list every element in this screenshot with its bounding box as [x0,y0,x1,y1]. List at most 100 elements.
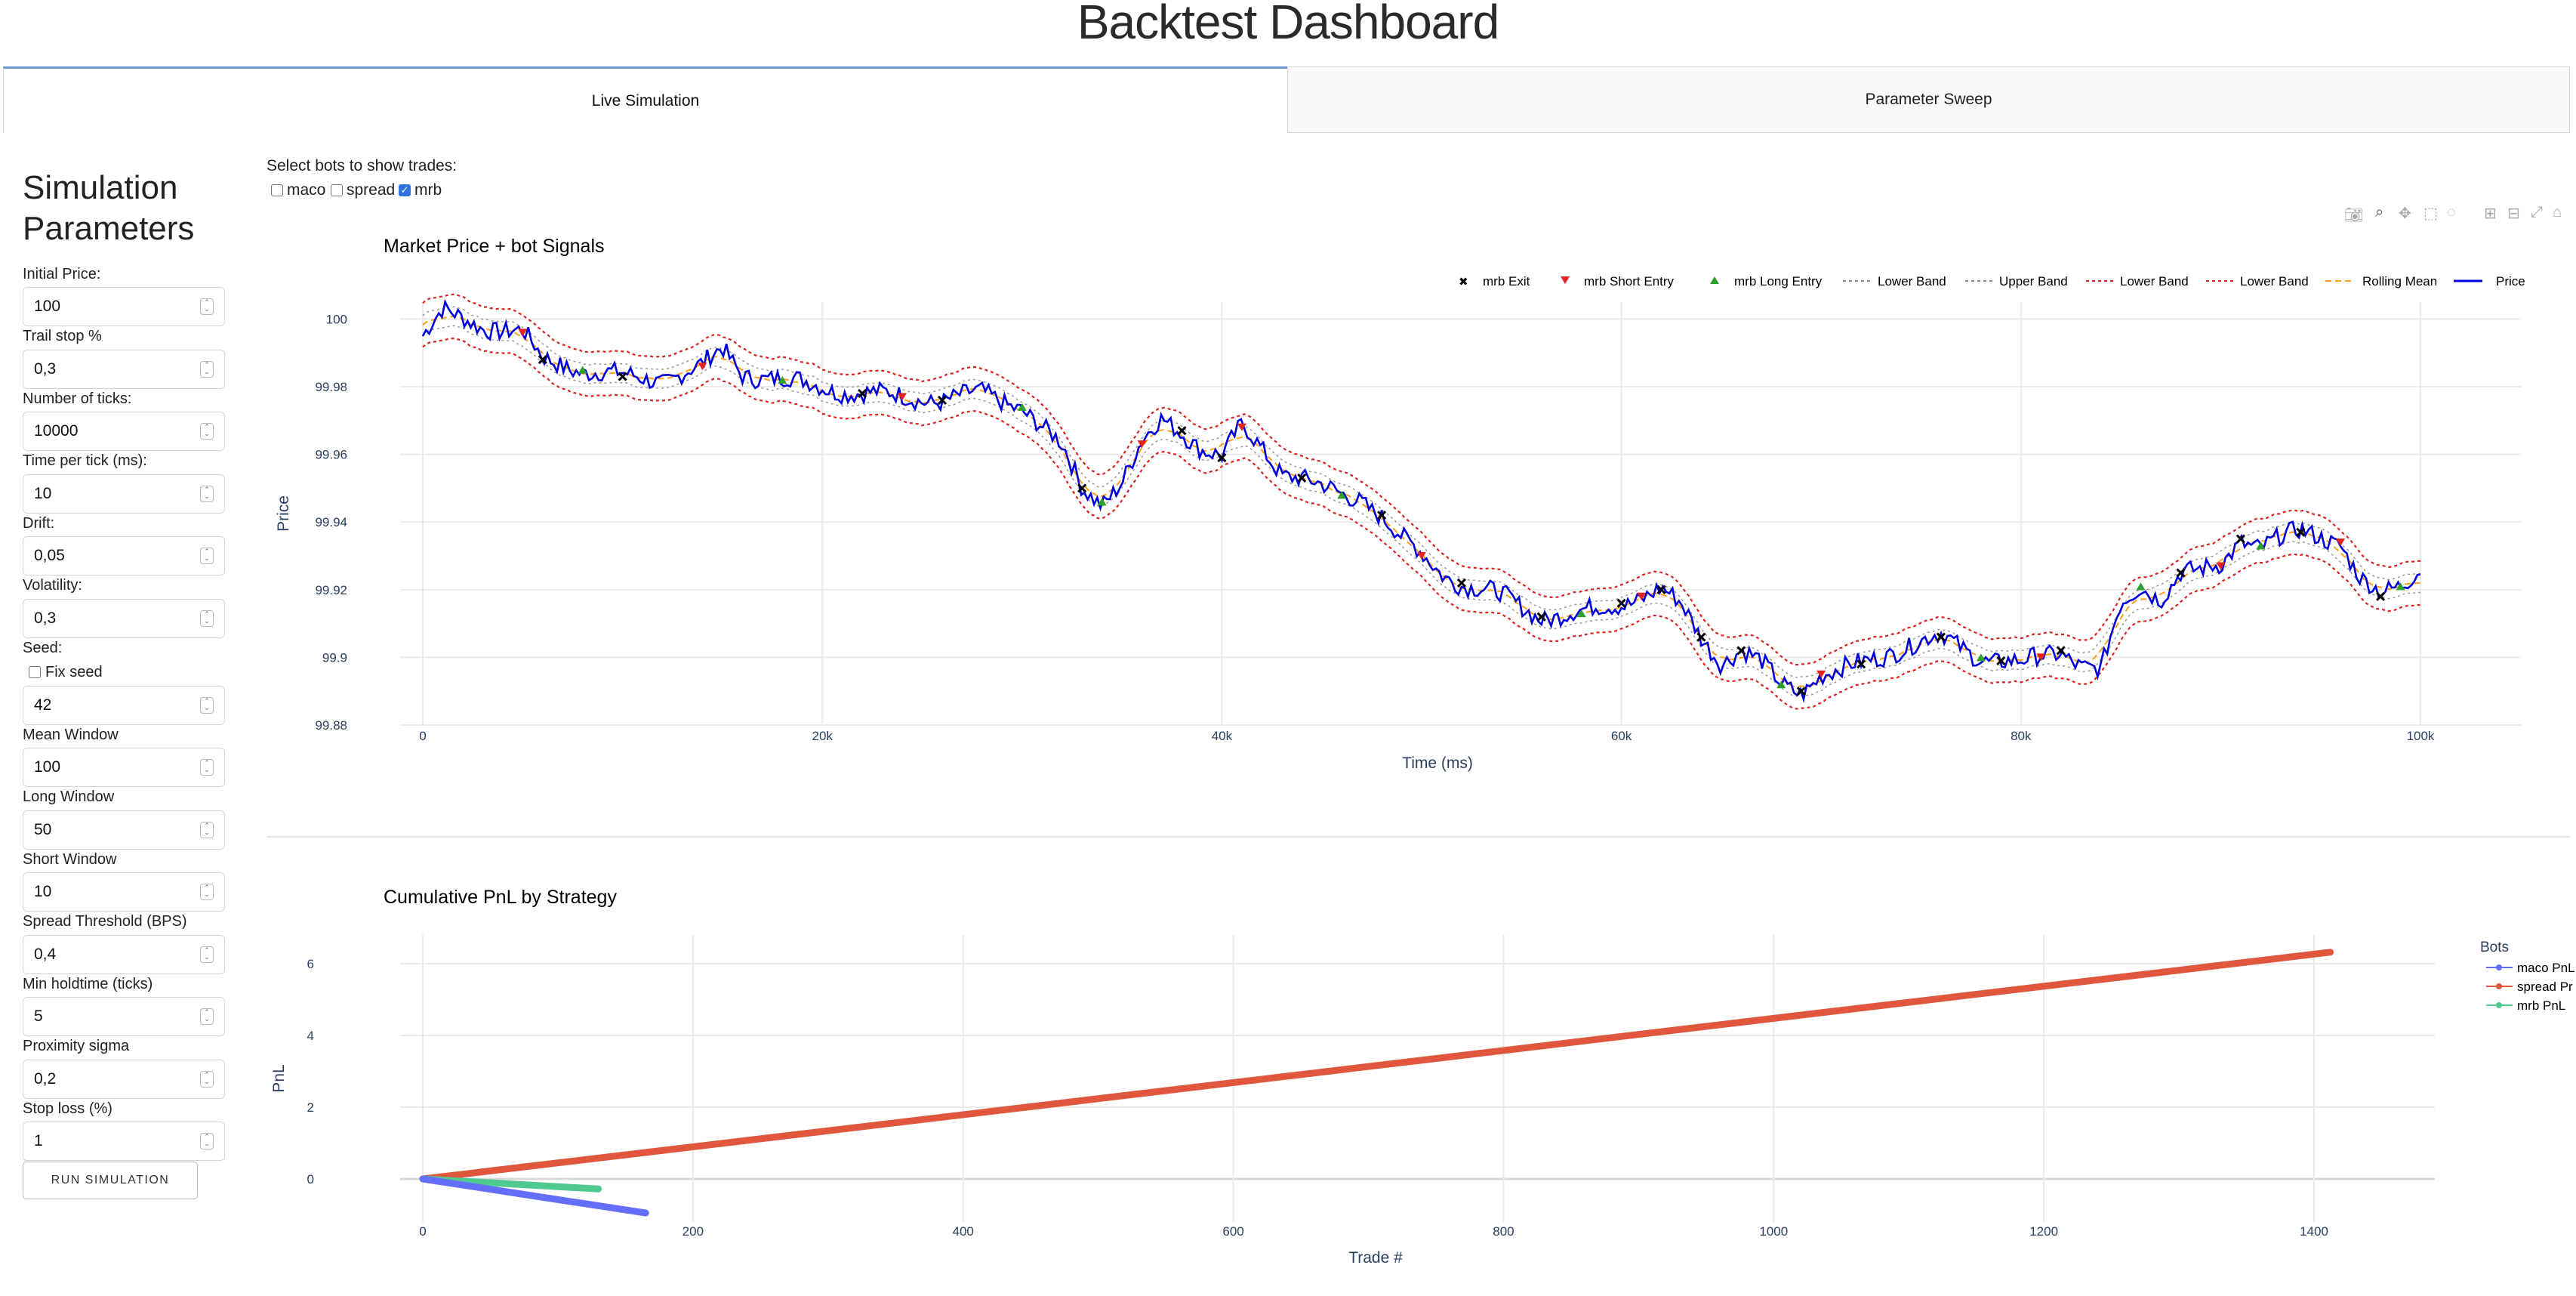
spinner-icon[interactable]: ⌃ ⌄ [200,759,214,776]
spinner-icon[interactable]: ⌃ ⌄ [200,946,214,963]
legend-spread-pnl[interactable]: spread Pr [2517,980,2573,994]
trail-stop-input[interactable] [34,350,200,388]
drift-field[interactable]: ⌃⌄ [23,536,225,575]
spinner-icon[interactable]: ⌃ ⌄ [200,548,214,564]
price-chart-ylabel: Price [275,495,292,532]
long-window-field[interactable]: ⌃⌄ [23,810,225,850]
proximity-sigma-field[interactable]: ⌃⌄ [23,1060,225,1099]
mean-window-input[interactable] [34,748,200,786]
spinner-icon[interactable]: ⌃ ⌄ [200,822,214,838]
tab-live-simulation[interactable]: Live Simulation [3,66,1287,133]
sidebar-title-line2: Parameters [23,210,195,247]
legend-mrb-exit[interactable]: mrb Exit [1483,274,1530,289]
legend-mrb-pnl[interactable]: mrb PnL [2517,998,2565,1013]
proximity-sigma-input[interactable] [34,1060,200,1098]
mrb-short-entry-marker [1637,592,1647,600]
price-y-tick-label: 99.96 [315,448,347,462]
mrb-short-entry-marker [518,329,528,337]
spread-checkbox[interactable] [331,184,343,196]
drift-input[interactable] [34,537,200,575]
maco-checkbox[interactable] [271,184,283,196]
pnl-y-tick-label: 4 [307,1029,314,1043]
stop-loss-input[interactable] [34,1122,200,1160]
seed-input[interactable] [34,687,200,724]
spinner-icon[interactable]: ⌃ ⌄ [200,610,214,627]
legend-mrb-long-entry[interactable]: mrb Long Entry [1734,274,1823,289]
pnl-chart-lines [419,949,2334,1217]
mrb-short-entry-marker [1137,440,1147,449]
spinner-icon[interactable]: ⌃ ⌄ [200,486,214,502]
min-holdtime-input[interactable] [34,998,200,1035]
lasso-icon[interactable]: ◌ [2447,204,2456,221]
spread-threshold-field[interactable]: ⌃⌄ [23,935,225,974]
run-simulation-button[interactable]: RUN SIMULATION [23,1162,198,1199]
stop-loss-field[interactable]: ⌃⌄ [23,1122,225,1161]
short-window-field[interactable]: ⌃⌄ [23,872,225,912]
price-y-tick-label: 100 [326,312,347,326]
number-of-ticks-field[interactable]: ⌃⌄ [23,412,225,451]
box-select-icon[interactable]: ⬚ [2423,205,2438,222]
legend-lower-band-3[interactable]: Lower Band [2240,274,2309,289]
mrb-exit-marker [1696,632,1706,642]
mrb-checkbox[interactable]: ✓ [399,184,411,196]
zoom-out-icon[interactable]: ⊟ [2507,205,2520,222]
initial-price-field[interactable]: ⌃⌄ [23,287,225,326]
fix-seed-checkbox[interactable] [29,666,41,678]
tab-parameter-sweep[interactable]: Parameter Sweep [1287,66,2570,133]
camera-icon[interactable]: 📷︎ [2344,207,2364,224]
time-per-tick-input[interactable] [34,475,200,513]
mrb-long-entry-marker [1776,680,1786,689]
price-chart-legend: ✖ mrb Exit mrb Short Entry mrb Long Entr… [1459,274,2525,289]
zoom-icon[interactable]: ⌕ [2375,204,2384,221]
mrb-exit-marker [1996,656,2006,665]
price-chart-markers [518,329,2405,696]
mrb-short-entry-marker [2336,538,2346,547]
legend-price[interactable]: Price [2496,274,2525,289]
volatility-field[interactable]: ⌃⌄ [23,599,225,638]
min-holdtime-field[interactable]: ⌃⌄ [23,997,225,1036]
outer-upper-band-line [422,293,2421,666]
number-of-ticks-input[interactable] [34,412,200,450]
home-icon[interactable]: ⌂ [2553,204,2562,221]
initial-price-input[interactable] [34,288,200,326]
autoscale-icon[interactable]: ⤢ [2531,204,2543,221]
mean-window-field[interactable]: ⌃⌄ [23,748,225,787]
zoom-in-icon[interactable]: ⊞ [2484,205,2497,222]
mrb-long-entry-marker [1976,653,1986,662]
legend-lower-band-2[interactable]: Lower Band [2120,274,2189,289]
short-window-input[interactable] [34,873,200,911]
pan-icon[interactable]: ✥ [2399,205,2411,222]
time-per-tick-field[interactable]: ⌃⌄ [23,474,225,514]
price-y-tick-label: 99.9 [322,650,347,665]
legend-maco-pnl[interactable]: maco PnL [2517,961,2575,975]
seed-field[interactable]: ⌃⌄ [23,686,225,725]
legend-upper-band[interactable]: Upper Band [1999,274,2068,289]
pnl-x-tick-label: 1000 [1759,1224,1788,1239]
spinner-icon[interactable]: ⌃ ⌄ [200,1071,214,1088]
legend-rolling-mean[interactable]: Rolling Mean [2362,274,2437,289]
outer-lower-band-line [422,337,2421,710]
min-holdtime-label: Min holdtime (ticks) [23,976,153,992]
volatility-input[interactable] [34,600,200,637]
spinner-icon[interactable]: ⌃ ⌄ [200,298,214,315]
mrb-exit-marker [1177,426,1187,436]
trail-stop-field[interactable]: ⌃⌄ [23,350,225,389]
spinner-icon[interactable]: ⌃ ⌄ [200,423,214,440]
spinner-icon[interactable]: ⌃ ⌄ [200,1008,214,1025]
price-x-tick-label: 60k [1611,729,1632,743]
spread-threshold-input[interactable] [34,936,200,974]
spinner-icon[interactable]: ⌃ ⌄ [200,884,214,900]
mrb-exit-marker [1297,473,1307,483]
spinner-icon[interactable]: ⌃ ⌄ [200,1133,214,1149]
mrb-exit-marker [1736,646,1746,656]
long-window-input[interactable] [34,811,200,849]
mrb-legend-marker [2496,1002,2502,1008]
legend-mrb-short-entry[interactable]: mrb Short Entry [1584,274,1675,289]
price-chart-xlabel: Time (ms) [1402,754,1473,772]
mrb-long-entry-marker [1097,498,1107,506]
legend-lower-band-1[interactable]: Lower Band [1878,274,1946,289]
spinner-icon[interactable]: ⌃ ⌄ [200,361,214,378]
spinner-icon[interactable]: ⌃ ⌄ [200,697,214,714]
mrb-exit-marker [858,388,867,399]
